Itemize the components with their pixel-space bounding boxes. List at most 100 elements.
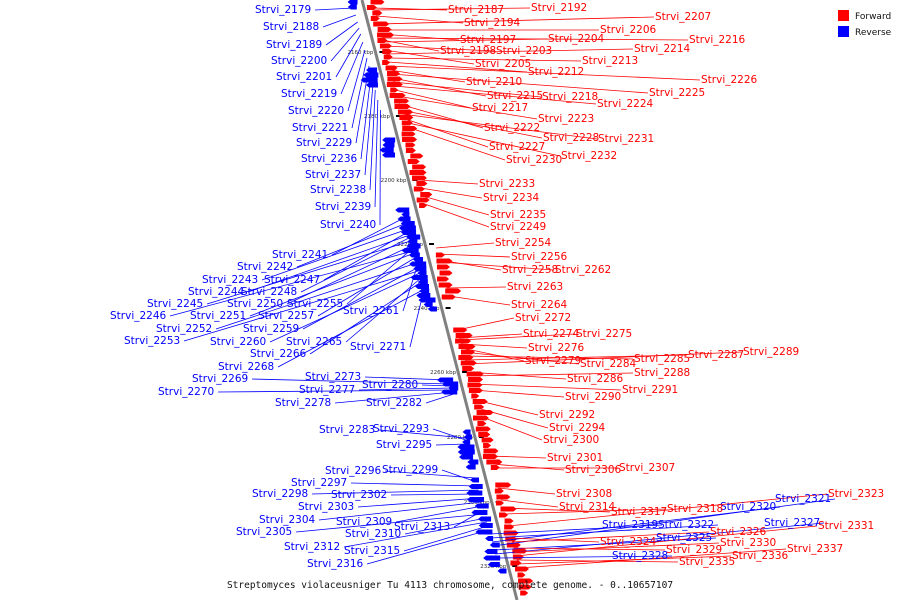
forward-gene-feature — [411, 175, 427, 181]
forward-gene-feature — [518, 578, 534, 584]
leader-line — [360, 73, 372, 160]
forward-gene-feature — [402, 137, 418, 142]
forward-gene-feature — [435, 252, 445, 258]
reverse-gene-feature — [475, 529, 493, 535]
reverse-gene-label: Strvi_2297 — [291, 477, 347, 489]
leader-line — [309, 279, 425, 355]
reverse-gene-label: Strvi_2299 — [382, 464, 438, 476]
forward-gene-label: Strvi_2192 — [531, 2, 587, 14]
reverse-gene-feature — [459, 454, 474, 460]
leader-line — [215, 261, 420, 330]
leader-line — [385, 48, 634, 55]
leader-line — [457, 317, 515, 331]
reverse-gene-label: Strvi_2252 — [156, 323, 212, 335]
reverse-gene-label: Strvi_2278 — [275, 397, 331, 409]
forward-gene-feature — [494, 488, 504, 494]
forward-gene-feature — [439, 270, 453, 276]
reverse-gene-label: Strvi_2304 — [259, 514, 316, 526]
reverse-gene-feature — [483, 555, 501, 561]
reverse-gene-feature — [413, 257, 424, 262]
forward-gene-label: Strvi_2314 — [559, 501, 616, 513]
map-caption: Streptomyces violaceusniger Tu 4113 chro… — [227, 580, 673, 591]
leader-line — [247, 233, 413, 293]
reverse-gene-label: Strvi_2319 — [602, 519, 658, 531]
forward-gene-feature — [386, 82, 403, 87]
reverse-gene-feature — [462, 439, 471, 445]
leader-line — [322, 14, 357, 28]
forward-gene-feature — [482, 454, 498, 459]
reverse-gene-label: Strvi_2302 — [331, 489, 387, 501]
forward-gene-label: Strvi_2213 — [582, 55, 638, 67]
forward-gene-feature — [458, 344, 476, 349]
forward-gene-feature — [437, 276, 450, 282]
reverse-gene-label: Strvi_2241 — [272, 249, 328, 261]
forward-gene-feature — [483, 443, 492, 448]
forward-gene-feature — [387, 76, 403, 82]
forward-gene-label: Strvi_2286 — [567, 373, 624, 385]
reverse-gene-feature — [382, 142, 395, 148]
forward-gene-label: Strvi_2234 — [483, 192, 540, 204]
leader-line — [396, 95, 538, 120]
reverse-gene-label: Strvi_2188 — [263, 21, 319, 33]
leader-line — [477, 407, 549, 429]
forward-gene-feature — [476, 410, 494, 415]
forward-gene-label: Strvi_2324 — [600, 536, 657, 548]
scale-tick-label: 2300 kbp — [464, 500, 490, 506]
reverse-gene-label: Strvi_2283 — [319, 424, 375, 436]
forward-gene-feature — [490, 465, 500, 470]
forward-gene-label: Strvi_2285 — [634, 353, 690, 365]
leader-line — [390, 69, 466, 83]
leader-line — [469, 372, 634, 377]
reverse-gene-feature — [400, 221, 415, 226]
reverse-gene-label: Strvi_2251 — [190, 310, 246, 322]
leader-line — [323, 229, 412, 281]
leader-line — [518, 548, 787, 569]
leader-line — [331, 215, 408, 256]
forward-gene-feature — [409, 170, 427, 175]
reverse-gene-label: Strvi_2242 — [237, 261, 293, 273]
forward-gene-label: Strvi_2276 — [528, 342, 585, 354]
reverse-gene-label: Strvi_2265 — [286, 336, 342, 348]
reverse-gene-label: Strvi_2313 — [394, 521, 450, 533]
reverse-gene-feature — [347, 0, 358, 5]
reverse-gene-label: Strvi_2201 — [276, 71, 332, 83]
leader-line — [394, 85, 597, 105]
leader-line — [206, 239, 415, 305]
forward-gene-feature — [441, 294, 456, 300]
leader-line — [277, 287, 427, 368]
reverse-gene-feature — [416, 293, 431, 298]
reverse-gene-label: Strvi_2253 — [124, 335, 180, 347]
leader-line — [393, 81, 542, 98]
leader-line — [374, 7, 531, 11]
leader-line — [383, 45, 496, 52]
legend-label-reverse: Reverse — [855, 28, 892, 38]
reverse-gene-label: Strvi_2303 — [298, 501, 354, 513]
forward-gene-feature — [370, 16, 380, 21]
leader-line — [400, 109, 543, 139]
forward-gene-feature — [477, 421, 487, 426]
forward-gene-feature — [467, 382, 483, 388]
forward-gene-label: Strvi_2262 — [555, 264, 611, 276]
leader-line — [364, 81, 374, 176]
leader-line — [504, 508, 667, 515]
leader-line — [314, 7, 355, 11]
forward-gene-feature — [370, 0, 385, 5]
leader-line — [318, 501, 482, 521]
reverse-gene-feature — [398, 225, 416, 231]
reverse-gene-feature — [407, 239, 418, 244]
reverse-gene-label: Strvi_2305 — [236, 526, 292, 538]
leader-line — [398, 103, 484, 129]
forward-gene-label: Strvi_2218 — [542, 91, 598, 103]
leader-line — [169, 249, 417, 317]
forward-gene-feature — [500, 506, 517, 512]
leader-line — [507, 493, 828, 527]
forward-gene-label: Strvi_2254 — [495, 237, 552, 249]
leader-line — [515, 525, 818, 557]
leader-line — [475, 399, 539, 416]
leader-line — [382, 39, 440, 52]
leader-line — [357, 497, 481, 508]
forward-gene-label: Strvi_2222 — [484, 122, 540, 134]
reverse-gene-label: Strvi_2282 — [366, 397, 422, 409]
leader-line — [384, 49, 475, 65]
reverse-gene-label: Strvi_2219 — [281, 88, 337, 100]
